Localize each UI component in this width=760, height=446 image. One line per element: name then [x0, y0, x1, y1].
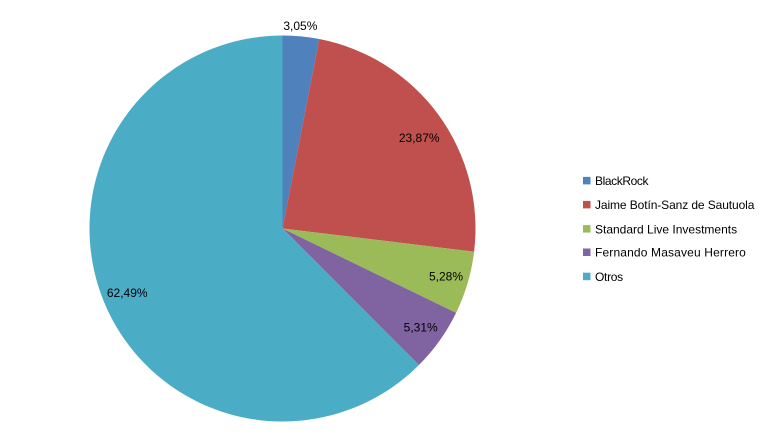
svg-text:Jaime Botín-Sanz de Sautuola: Jaime Botín-Sanz de Sautuola [595, 198, 755, 212]
svg-text:BlackRock: BlackRock [595, 174, 649, 188]
svg-text:Otros: Otros [595, 270, 623, 284]
svg-text:3,05%: 3,05% [283, 19, 317, 33]
svg-text:5,31%: 5,31% [404, 320, 438, 334]
svg-text:23,87%: 23,87% [399, 131, 440, 145]
svg-text:Standard Live Investments: Standard Live Investments [595, 222, 737, 236]
svg-text:5,28%: 5,28% [429, 270, 463, 284]
svg-text:62,49%: 62,49% [107, 286, 148, 300]
svg-text:Fernando Masaveu Herrero: Fernando Masaveu Herrero [595, 246, 746, 260]
